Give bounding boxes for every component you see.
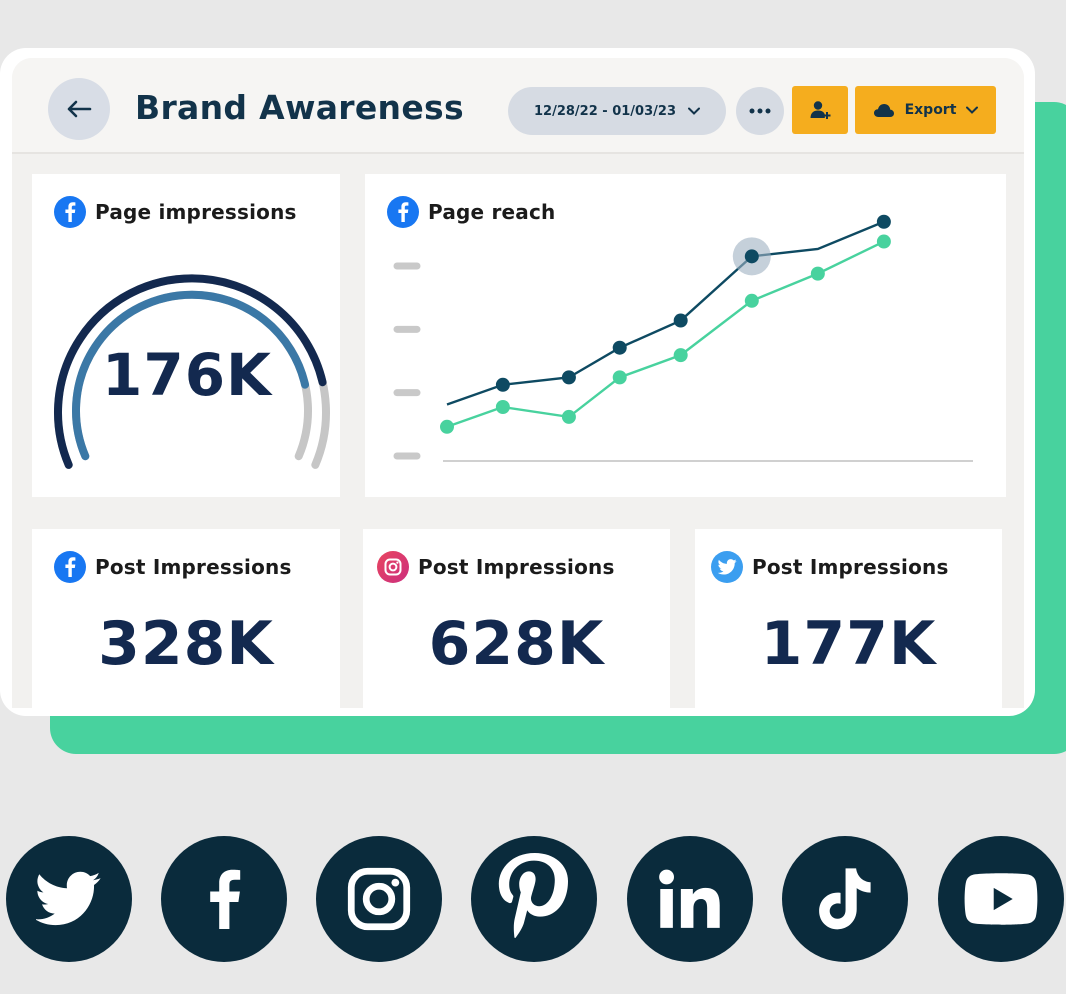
series-2-point[interactable] <box>744 293 759 308</box>
series-1-point[interactable] <box>673 313 688 328</box>
facebook-icon <box>54 551 86 583</box>
twitter-post-impressions-value: 177K <box>760 609 937 679</box>
youtube-icon <box>964 873 1038 925</box>
instagram-post-impressions-panel: Post Impressions 628K <box>363 529 670 708</box>
series-2-point[interactable] <box>440 419 454 434</box>
series-2-point[interactable] <box>876 234 891 249</box>
twitter-icon <box>36 871 101 926</box>
page-title: Brand Awareness <box>135 88 464 127</box>
facebook-icon <box>387 196 419 228</box>
series-1-point[interactable] <box>876 214 891 229</box>
series-1-point[interactable] <box>612 340 627 355</box>
gauge-outer-fill <box>54 274 330 469</box>
series-2-point[interactable] <box>810 266 825 281</box>
twitter-button[interactable] <box>6 836 132 962</box>
panel-title: Post Impressions <box>752 555 949 579</box>
export-button[interactable]: Export <box>855 86 996 134</box>
instagram-button[interactable] <box>316 836 442 962</box>
pinterest-button[interactable] <box>471 836 597 962</box>
facebook-button[interactable] <box>161 836 287 962</box>
panel-header: Post Impressions <box>377 551 615 583</box>
chevron-down-icon <box>687 107 700 115</box>
date-range-label: 12/28/22 - 01/03/23 <box>534 103 676 119</box>
dashboard-body: Brand Awareness 12/28/22 - 01/03/23 <box>12 58 1024 708</box>
instagram-icon <box>377 551 409 583</box>
facebook-icon <box>210 869 241 929</box>
facebook-post-impressions-value: 328K <box>98 609 274 679</box>
facebook-icon <box>54 196 86 228</box>
tiktok-icon <box>819 868 871 930</box>
share-user-button[interactable] <box>792 86 848 134</box>
pinterest-icon <box>498 853 568 938</box>
panel-title: Post Impressions <box>418 555 615 579</box>
series-2-point[interactable] <box>612 370 627 385</box>
page-reach-chart <box>393 214 973 462</box>
gauge-inner-fill <box>72 290 312 461</box>
panel-header: Page impressions <box>54 196 297 228</box>
chevron-down-icon <box>966 106 979 114</box>
ellipsis-icon <box>749 108 771 114</box>
page-impressions-panel: Page impressions 176K <box>32 174 340 497</box>
series-line-2 <box>446 240 885 428</box>
facebook-post-impressions-panel: Post Impressions 328K <box>32 529 340 708</box>
linkedin-button[interactable] <box>627 836 753 962</box>
back-button[interactable] <box>48 78 110 140</box>
series-2-point[interactable] <box>673 348 688 363</box>
dashboard-header: Brand Awareness 12/28/22 - 01/03/23 <box>12 58 1024 154</box>
series-1-point[interactable] <box>561 370 576 385</box>
series-1-point[interactable] <box>744 249 759 264</box>
page-impressions-value: 176K <box>101 341 272 409</box>
youtube-button[interactable] <box>938 836 1064 962</box>
series-1-point[interactable] <box>495 377 510 392</box>
panel-title: Post Impressions <box>95 555 292 579</box>
arrow-left-icon <box>67 100 92 118</box>
page-reach-panel: Page reach <box>365 174 1006 497</box>
series-2-point[interactable] <box>561 409 576 424</box>
linkedin-icon <box>659 869 720 928</box>
panel-header: Page reach <box>387 196 555 228</box>
panel-title: Page reach <box>428 200 556 224</box>
impressions-gauge <box>54 274 330 469</box>
add-user-icon <box>810 101 831 119</box>
instagram-icon <box>347 867 411 931</box>
panel-title: Page impressions <box>95 200 297 224</box>
panel-header: Post Impressions <box>711 551 949 583</box>
dashboard-card: Brand Awareness 12/28/22 - 01/03/23 <box>0 48 1035 716</box>
cloud-icon <box>873 103 894 117</box>
series-2-point[interactable] <box>495 400 510 415</box>
panel-header: Post Impressions <box>54 551 292 583</box>
series-line-1 <box>446 220 885 406</box>
tiktok-button[interactable] <box>782 836 908 962</box>
instagram-post-impressions-value: 628K <box>428 609 605 679</box>
export-label: Export <box>904 102 957 118</box>
twitter-post-impressions-panel: Post Impressions 177K <box>695 529 1002 708</box>
twitter-icon <box>711 551 743 583</box>
social-networks-row <box>0 836 1066 964</box>
more-options-button[interactable] <box>736 87 784 135</box>
date-range-picker[interactable]: 12/28/22 - 01/03/23 <box>508 87 726 135</box>
